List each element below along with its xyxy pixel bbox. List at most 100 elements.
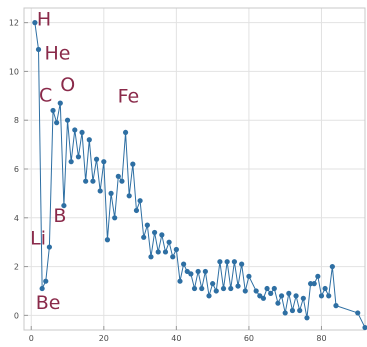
y-tick-label: 2 xyxy=(14,263,19,272)
data-point xyxy=(97,188,103,194)
series xyxy=(32,20,367,331)
data-point xyxy=(289,307,296,314)
data-point xyxy=(231,259,238,265)
data-point xyxy=(253,288,259,294)
data-point xyxy=(32,20,38,26)
data-point xyxy=(72,127,78,133)
data-point xyxy=(210,281,216,287)
data-point xyxy=(355,310,361,316)
element-label-h: H xyxy=(37,9,51,31)
data-point xyxy=(64,117,71,123)
element-label-be: Be xyxy=(36,292,61,314)
data-point xyxy=(286,290,292,297)
data-point xyxy=(122,129,129,136)
data-point xyxy=(43,278,49,284)
data-point xyxy=(173,246,179,253)
data-point xyxy=(115,173,121,179)
data-point xyxy=(315,273,321,279)
data-point xyxy=(170,254,176,260)
data-point xyxy=(228,285,234,292)
element-label-o: O xyxy=(60,74,75,96)
data-point xyxy=(322,285,328,292)
data-point xyxy=(148,254,154,260)
data-point xyxy=(224,259,230,265)
data-point xyxy=(101,159,107,165)
data-point xyxy=(217,259,223,265)
data-point xyxy=(39,285,45,292)
data-point xyxy=(246,273,252,279)
element-label-fe: Fe xyxy=(118,85,140,107)
data-point xyxy=(75,154,82,160)
data-point xyxy=(260,295,267,301)
data-point xyxy=(264,285,270,292)
data-point xyxy=(191,285,198,292)
element-label-li: Li xyxy=(30,228,46,250)
element-label-b: B xyxy=(53,205,66,227)
data-point xyxy=(104,237,111,243)
data-point xyxy=(35,46,42,53)
data-point xyxy=(144,222,150,228)
data-point xyxy=(155,249,161,255)
data-point xyxy=(57,100,63,106)
y-tick-label: 6 xyxy=(14,165,19,174)
data-point xyxy=(90,178,96,184)
data-point xyxy=(93,156,100,162)
data-point xyxy=(199,285,205,292)
data-point xyxy=(195,268,201,275)
data-point xyxy=(126,193,132,199)
x-tick-label: 0 xyxy=(29,334,34,343)
data-point xyxy=(300,295,306,301)
data-point xyxy=(112,215,118,221)
y-tick-label: 10 xyxy=(9,67,19,76)
data-point xyxy=(86,137,92,143)
data-point xyxy=(275,300,281,306)
data-point xyxy=(326,293,332,299)
data-point xyxy=(159,232,165,238)
x-tick-label: 60 xyxy=(244,334,254,343)
data-point xyxy=(130,161,136,167)
data-point xyxy=(220,285,227,292)
data-point xyxy=(362,324,367,331)
data-point xyxy=(108,190,114,196)
x-tick-label: 20 xyxy=(99,334,109,343)
data-point xyxy=(151,229,158,236)
y-tick-label: 4 xyxy=(14,214,19,223)
data-point xyxy=(235,283,241,289)
y-tick-label: 0 xyxy=(14,311,19,320)
data-point xyxy=(119,178,125,184)
data-point xyxy=(202,268,208,275)
data-point xyxy=(79,129,85,136)
data-point xyxy=(239,261,245,267)
y-tick-label: 8 xyxy=(14,116,19,125)
data-point xyxy=(206,293,212,299)
data-point xyxy=(293,293,299,299)
grid xyxy=(24,8,365,330)
data-point xyxy=(177,278,183,284)
data-point xyxy=(141,234,147,240)
element-label-c: C xyxy=(39,84,52,106)
data-point xyxy=(329,263,335,270)
element-label-he: He xyxy=(45,42,71,64)
data-point xyxy=(271,285,277,292)
data-point xyxy=(68,159,74,165)
data-point xyxy=(54,120,60,126)
data-point xyxy=(278,293,285,299)
data-point xyxy=(61,202,67,209)
x-tick-label: 40 xyxy=(171,334,181,343)
x-tick-label: 80 xyxy=(316,334,326,343)
data-point xyxy=(166,239,172,245)
axis-ticks: 0 20 40 60 80 0 2 4 6 8 10 12 xyxy=(9,19,327,343)
data-point xyxy=(181,261,187,267)
data-point xyxy=(304,315,310,321)
data-point xyxy=(333,303,339,309)
data-point xyxy=(307,281,314,287)
data-point xyxy=(213,288,219,294)
data-point xyxy=(46,244,52,250)
data-point xyxy=(311,281,317,287)
annotations: H He Li Be B C O Fe xyxy=(30,9,139,315)
data-point xyxy=(282,310,288,316)
data-point xyxy=(83,178,89,184)
data-point xyxy=(242,288,248,294)
data-point xyxy=(297,307,303,314)
